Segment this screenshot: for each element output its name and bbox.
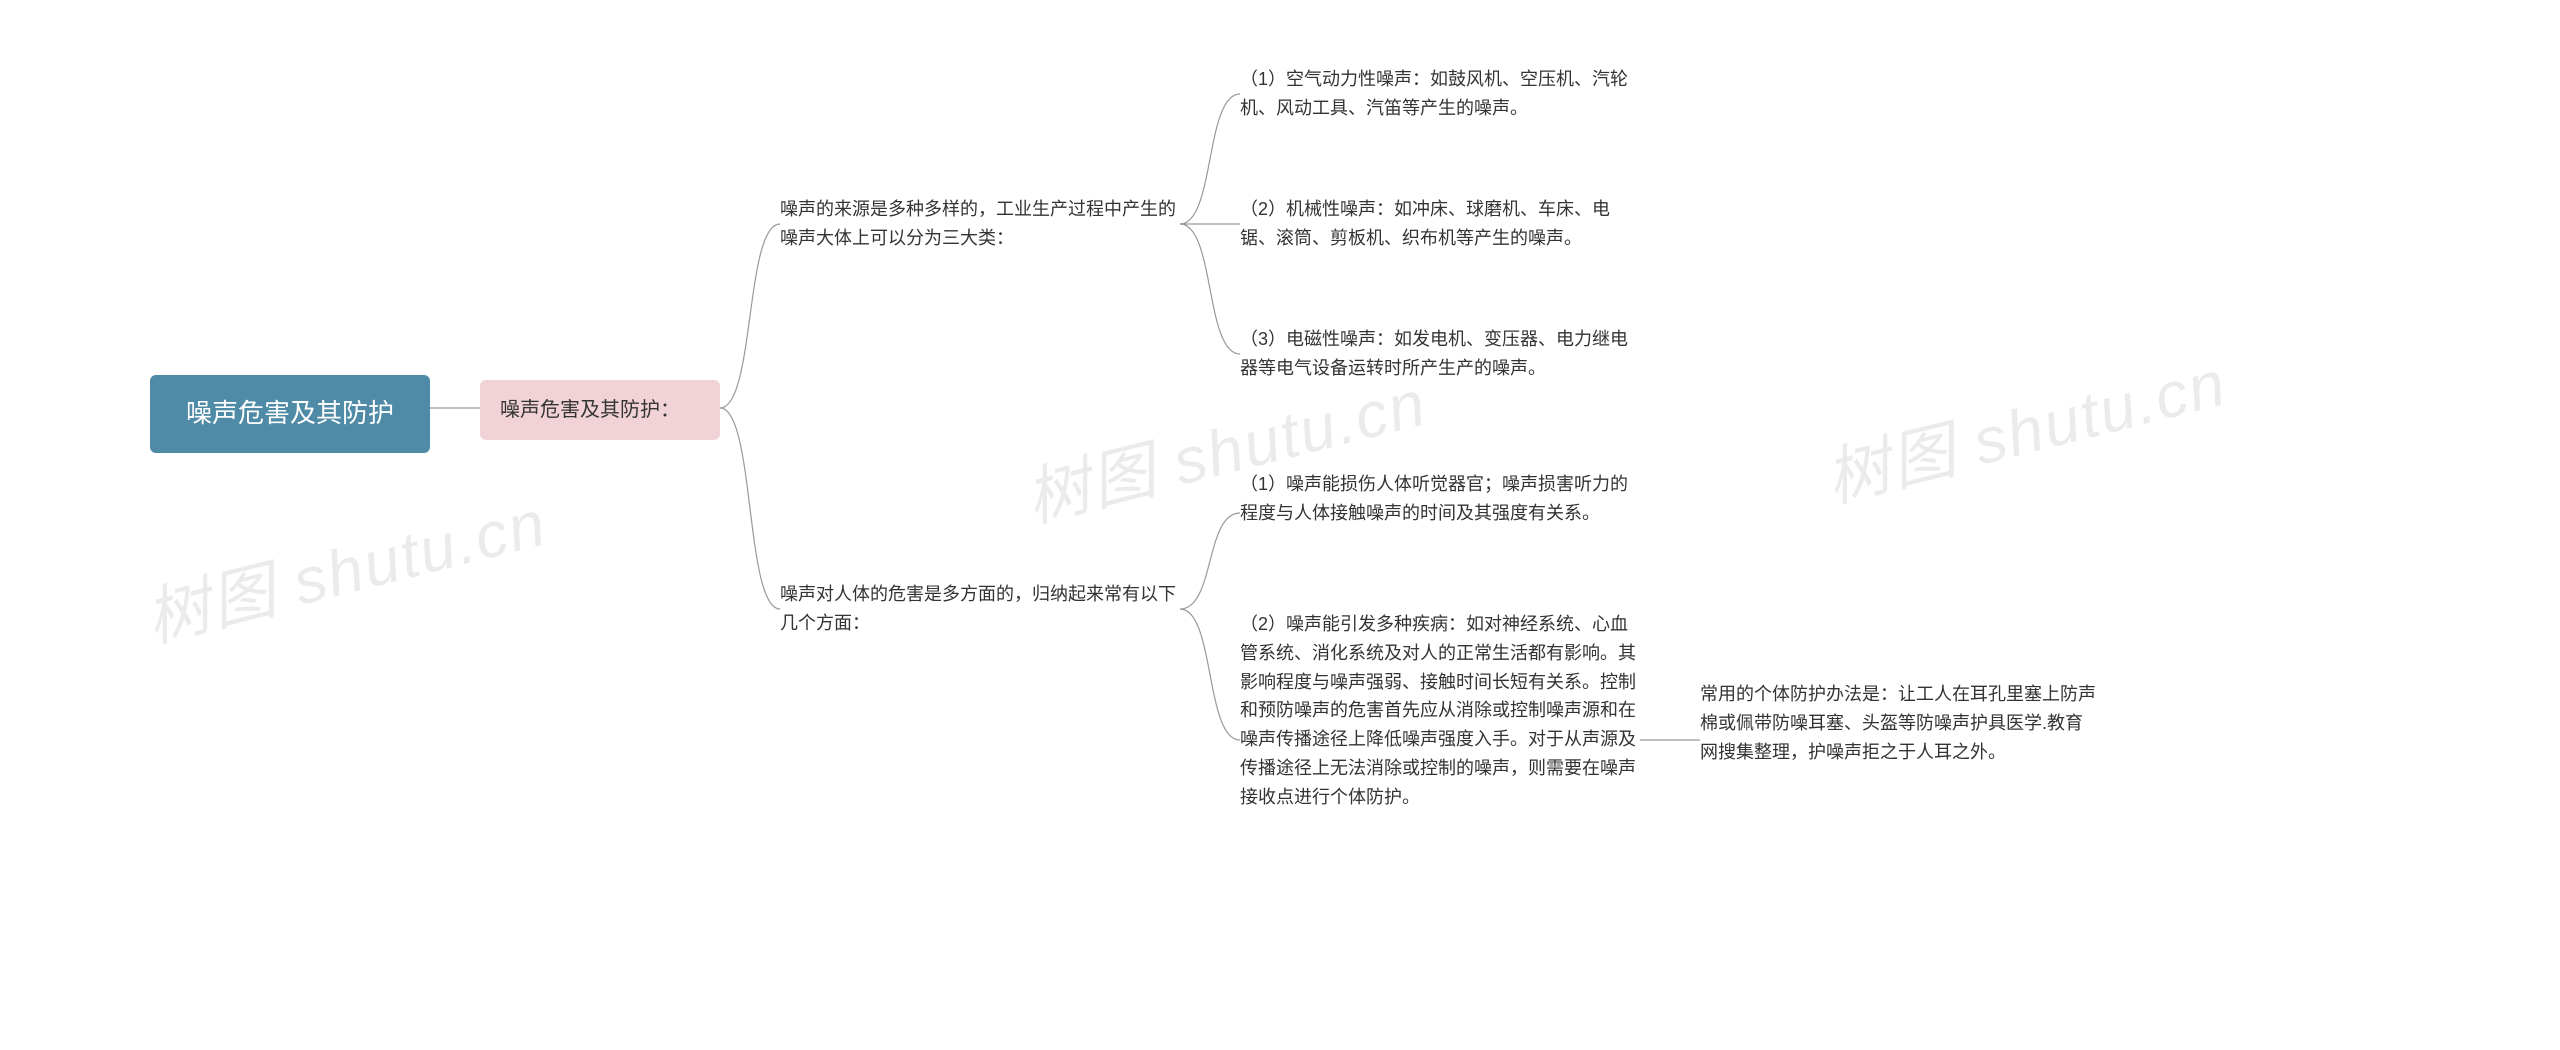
mindmap-leaf-src1: （1）空气动力性噪声：如鼓风机、空压机、汽轮机、风动工具、汽笛等产生的噪声。 — [1240, 65, 1640, 123]
mindmap-branch-hazards: 噪声对人体的危害是多方面的，归纳起来常有以下几个方面： — [780, 580, 1180, 638]
watermark: 树图 shutu.cn — [135, 472, 555, 660]
watermark: 树图 shutu.cn — [1815, 332, 2235, 520]
mindmap-node-level1: 噪声危害及其防护： — [480, 380, 720, 440]
mindmap-root: 噪声危害及其防护 — [150, 375, 430, 453]
mindmap-leaf-src2: （2）机械性噪声：如冲床、球磨机、车床、电锯、滚筒、剪板机、织布机等产生的噪声。 — [1240, 195, 1640, 253]
mindmap-leaf-protect: 常用的个体防护办法是：让工人在耳孔里塞上防声棉或佩带防噪耳塞、头盔等防噪声护具医… — [1700, 680, 2100, 766]
mindmap-leaf-hz2: （2）噪声能引发多种疾病：如对神经系统、心血管系统、消化系统及对人的正常生活都有… — [1240, 610, 1640, 812]
mindmap-leaf-hz1: （1）噪声能损伤人体听觉器官；噪声损害听力的程度与人体接触噪声的时间及其强度有关… — [1240, 470, 1640, 528]
mindmap-leaf-src3: （3）电磁性噪声：如发电机、变压器、电力继电器等电气设备运转时所产生产的噪声。 — [1240, 325, 1640, 383]
mindmap-branch-sources: 噪声的来源是多种多样的，工业生产过程中产生的噪声大体上可以分为三大类： — [780, 195, 1180, 253]
